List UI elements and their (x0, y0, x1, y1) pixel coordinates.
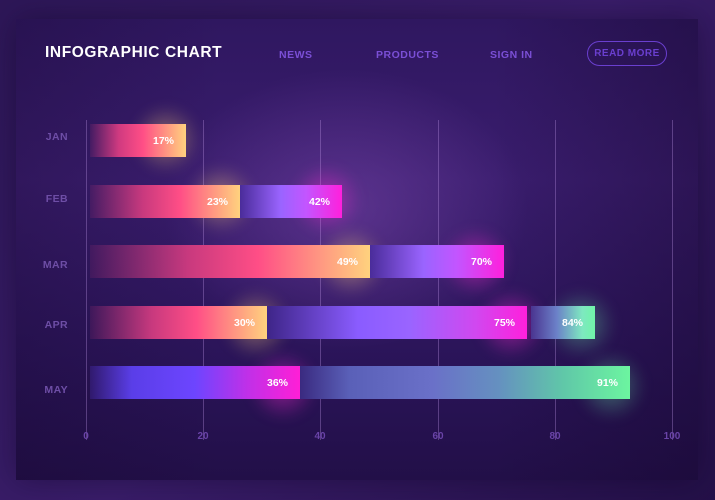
gridline-100 (672, 120, 673, 440)
bar-segment[interactable]: 84% (531, 306, 595, 339)
value-label: 42% (308, 195, 330, 208)
bar-feb: 23% 42% (90, 185, 342, 218)
gridline-20 (203, 120, 204, 440)
x-tick: 80 (549, 431, 561, 442)
value-label: 17% (152, 134, 174, 147)
x-tick: 20 (197, 431, 209, 442)
page-title: INFOGRAPHIC CHART (45, 44, 223, 61)
value-label: 84% (561, 316, 583, 329)
value-label: 36% (266, 376, 288, 389)
bar-segment[interactable]: 75% (267, 306, 527, 339)
bar-segment[interactable]: 49% (90, 245, 370, 278)
value-label: 75% (493, 316, 515, 329)
bar-may: 36% 91% (90, 366, 630, 399)
gridline-60 (438, 120, 439, 440)
x-tick: 100 (663, 431, 681, 442)
y-label-may: MAY (44, 384, 68, 396)
header: INFOGRAPHIC CHART NEWS PRODUCTS SIGN IN … (16, 19, 698, 89)
gridline-0 (86, 120, 87, 440)
y-label-feb: FEB (45, 193, 68, 205)
gridline-40 (320, 120, 321, 440)
nav-news[interactable]: NEWS (279, 49, 313, 61)
value-label: 49% (336, 255, 358, 268)
nav-products[interactable]: PRODUCTS (376, 49, 439, 61)
nav-sign-in[interactable]: SIGN IN (490, 49, 533, 61)
x-tick: 40 (314, 431, 326, 442)
bar-jan: 17% (90, 124, 186, 157)
x-tick: 0 (83, 431, 89, 442)
bar-segment[interactable]: 23% (90, 185, 240, 218)
value-label: 91% (596, 376, 618, 389)
y-label-jan: JAN (45, 131, 68, 143)
bar-segment[interactable]: 36% (90, 366, 300, 399)
bar-segment[interactable]: 42% (240, 185, 342, 218)
value-label: 30% (233, 316, 255, 329)
y-label-mar: MAR (42, 259, 68, 271)
bar-segment[interactable]: 70% (370, 245, 504, 278)
bar-segment[interactable]: 17% (90, 124, 186, 157)
infographic-panel: INFOGRAPHIC CHART NEWS PRODUCTS SIGN IN … (16, 19, 698, 480)
read-more-button[interactable]: READ MORE (587, 41, 667, 66)
bar-apr: 30% 75% 84% (90, 306, 595, 339)
bar-mar: 49% 70% (90, 245, 504, 278)
x-tick: 60 (432, 431, 444, 442)
bar-segment[interactable]: 30% (90, 306, 267, 339)
gridline-80 (555, 120, 556, 440)
value-label: 23% (206, 195, 228, 208)
bar-segment[interactable]: 91% (300, 366, 630, 399)
y-label-apr: APR (44, 319, 68, 331)
value-label: 70% (470, 255, 492, 268)
